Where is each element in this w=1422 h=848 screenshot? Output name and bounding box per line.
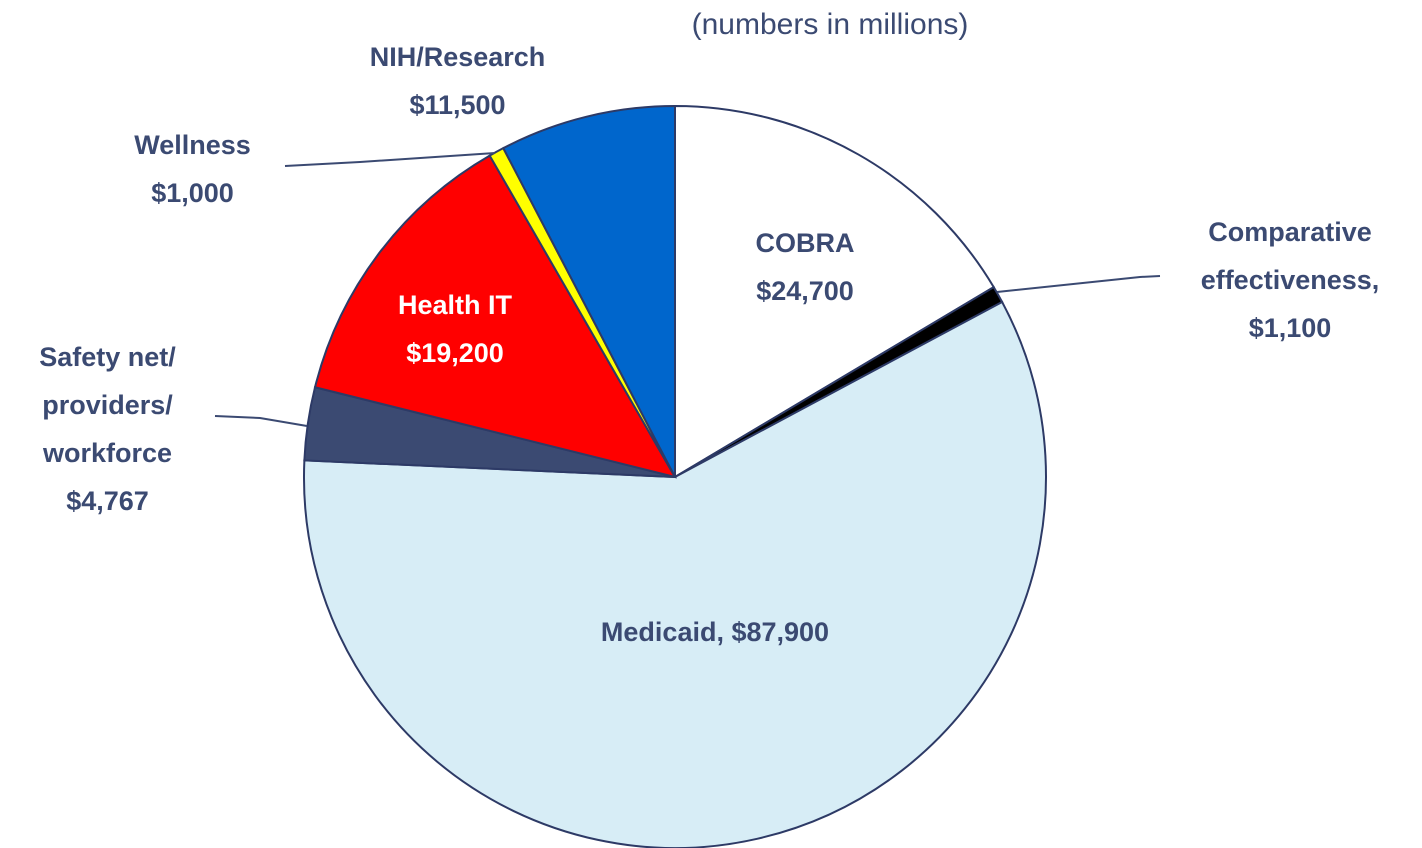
value-label: $11,500: [409, 90, 506, 120]
slice-label: Wellness $1,000: [95, 121, 290, 217]
value-label: $4,767: [66, 486, 149, 516]
slice-label: Medicaid, $87,900: [480, 608, 950, 656]
leader-line: [214, 415, 308, 427]
category-label: COBRA: [755, 228, 855, 258]
pie-slice: [313, 154, 678, 479]
slice-label: Comparative effectiveness, $1,100: [1160, 208, 1420, 352]
pie-slice: [303, 300, 1047, 848]
value-label: $1,100: [1248, 313, 1332, 343]
category-label: Wellness: [134, 130, 251, 160]
subtitle: (numbers in millions): [691, 8, 969, 41]
value-label: $1,000: [151, 178, 234, 208]
category-label: Health IT: [397, 290, 512, 320]
leader-line: [996, 275, 1161, 293]
slice-label: COBRA $24,700: [685, 219, 925, 315]
slice-label: NIH/Research $11,500: [330, 33, 585, 129]
value-label: $24,700: [756, 276, 854, 306]
category-label: Comparative effectiveness,: [1200, 217, 1380, 295]
pie-slice: [501, 104, 676, 478]
category-label: Safety net/ providers/ workforce: [39, 342, 176, 468]
value-label: $87,900: [731, 617, 830, 647]
pie-slice: [674, 104, 996, 479]
category-label: Medicaid,: [600, 617, 724, 647]
category-label: NIH/Research: [369, 42, 546, 72]
slice-label: Health IT $19,200: [335, 281, 575, 377]
slice-label: Safety net/ providers/ workforce $4,767: [5, 333, 210, 525]
value-label: $19,200: [406, 338, 504, 368]
leader-line: [284, 152, 496, 167]
